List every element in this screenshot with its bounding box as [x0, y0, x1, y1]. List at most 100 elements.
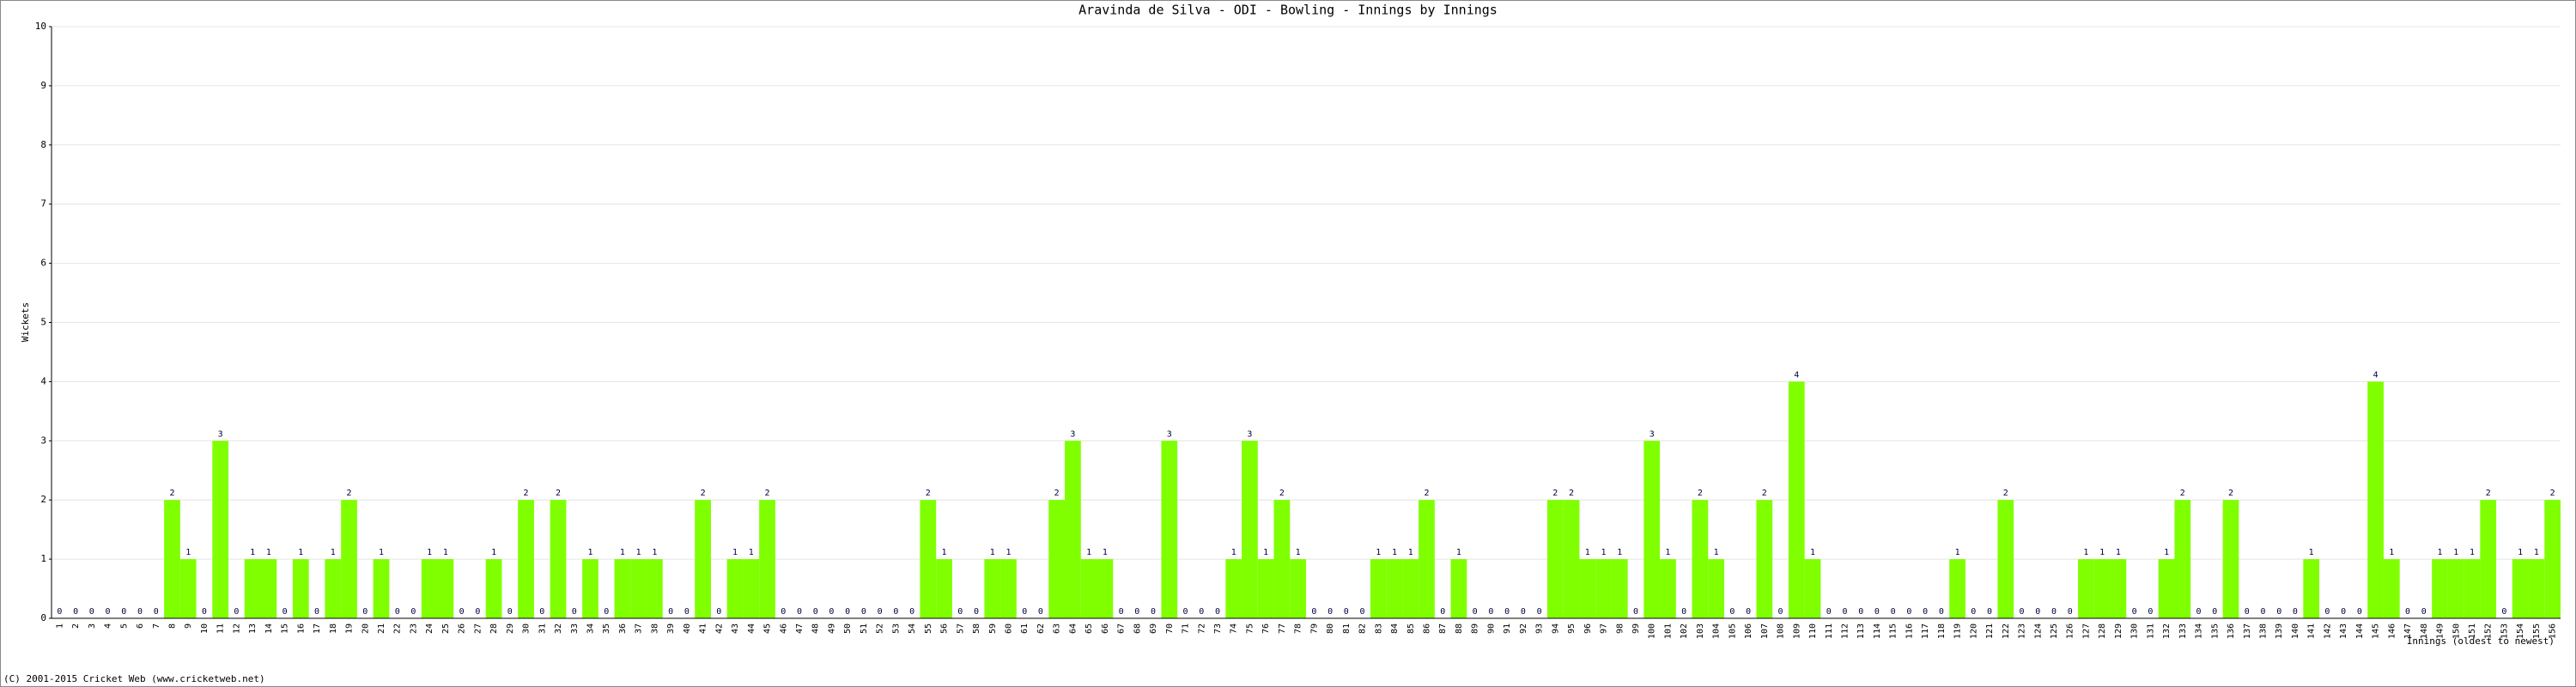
x-tick-label: 126 — [2066, 623, 2075, 639]
bar — [1402, 559, 1419, 618]
value-label: 1 — [1103, 548, 1108, 557]
value-label: 0 — [716, 607, 721, 617]
bar — [1450, 559, 1467, 618]
value-label: 1 — [427, 548, 432, 557]
value-label: 0 — [2260, 607, 2265, 617]
x-tick-label: 106 — [1744, 623, 1753, 639]
value-label: 1 — [491, 548, 496, 557]
value-label: 0 — [539, 607, 544, 617]
value-label: 2 — [1279, 489, 1285, 498]
y-tick-label: 2 — [40, 494, 46, 505]
bar — [630, 559, 647, 618]
bar — [920, 500, 937, 618]
bar — [759, 500, 775, 618]
bar — [647, 559, 663, 618]
bar — [695, 500, 711, 618]
bar — [2110, 559, 2127, 618]
value-label: 0 — [1923, 607, 1928, 617]
bar — [2383, 559, 2400, 618]
y-tick-label: 4 — [40, 375, 46, 386]
value-label: 1 — [1263, 548, 1268, 557]
value-label: 0 — [2501, 607, 2506, 617]
chart-title: Aravinda de Silva - ODI - Bowling - Inni… — [1078, 3, 1498, 18]
value-label: 3 — [1649, 429, 1655, 439]
x-tick-label: 107 — [1760, 623, 1770, 639]
value-label: 0 — [2324, 607, 2330, 617]
value-label: 0 — [1344, 607, 1349, 617]
value-label: 2 — [765, 489, 770, 498]
x-tick-label: 95 — [1567, 623, 1577, 634]
x-tick-label: 148 — [2420, 623, 2429, 639]
value-label: 1 — [1601, 548, 1607, 557]
bar — [2303, 559, 2320, 618]
x-tick-label: 103 — [1696, 623, 1705, 639]
bar — [2158, 559, 2175, 618]
bar — [2512, 559, 2529, 618]
bar — [2544, 500, 2561, 618]
x-tick-label: 90 — [1486, 623, 1496, 634]
value-label: 1 — [443, 548, 448, 557]
bar — [743, 559, 760, 618]
bar — [341, 500, 357, 618]
x-tick-label: 36 — [618, 623, 628, 634]
bar — [1756, 500, 1773, 618]
bar — [212, 441, 229, 618]
x-tick-label: 92 — [1519, 623, 1528, 634]
value-label: 0 — [1183, 607, 1188, 617]
value-label: 1 — [942, 548, 947, 557]
value-label: 1 — [379, 548, 384, 557]
bar — [1949, 559, 1965, 618]
x-tick-label: 41 — [699, 623, 708, 634]
value-label: 0 — [202, 607, 207, 617]
bar — [936, 559, 952, 618]
value-label: 1 — [1665, 548, 1670, 557]
bar — [582, 559, 598, 618]
x-tick-label: 50 — [843, 623, 853, 634]
x-tick-label: 79 — [1309, 623, 1319, 634]
value-label: 0 — [1746, 607, 1751, 617]
x-tick-label: 45 — [763, 623, 773, 634]
x-tick-label: 112 — [1840, 623, 1850, 639]
bar — [2447, 559, 2464, 618]
value-label: 0 — [684, 607, 690, 617]
value-label: 1 — [2083, 548, 2088, 557]
value-label: 0 — [845, 607, 850, 617]
x-tick-label: 33 — [570, 623, 580, 634]
value-label: 2 — [701, 489, 706, 498]
value-label: 2 — [2003, 489, 2008, 498]
value-label: 0 — [861, 607, 866, 617]
x-tick-label: 108 — [1777, 623, 1786, 639]
bar — [1643, 441, 1661, 618]
x-tick-label: 155 — [2532, 623, 2542, 639]
bar — [518, 500, 534, 618]
x-tick-label: 121 — [1985, 623, 1995, 639]
bar — [421, 559, 438, 618]
value-label: 0 — [878, 607, 883, 617]
value-label: 0 — [2245, 607, 2250, 617]
x-tick-label: 135 — [2210, 623, 2220, 639]
value-label: 0 — [106, 607, 111, 617]
value-label: 0 — [1729, 607, 1735, 617]
value-label: 0 — [1778, 607, 1783, 617]
value-label: 1 — [2534, 548, 2539, 557]
value-label: 1 — [2470, 548, 2475, 557]
value-label: 0 — [1134, 607, 1139, 617]
x-tick-label: 57 — [956, 623, 965, 634]
x-tick-label: 94 — [1551, 623, 1560, 634]
bar — [2464, 559, 2481, 618]
value-label: 0 — [459, 607, 465, 617]
bar — [1290, 559, 1306, 618]
x-tick-label: 71 — [1182, 623, 1191, 634]
value-label: 0 — [893, 607, 898, 617]
x-tick-label: 18 — [329, 623, 338, 634]
value-label: 0 — [362, 607, 368, 617]
x-tick-label: 141 — [2307, 623, 2317, 639]
value-label: 0 — [974, 607, 979, 617]
value-label: 0 — [137, 607, 143, 617]
x-tick-label: 113 — [1856, 623, 1866, 639]
x-tick-label: 102 — [1680, 623, 1689, 639]
bar — [1546, 500, 1564, 618]
value-label: 0 — [73, 607, 78, 617]
value-label: 0 — [507, 607, 513, 617]
x-tick-label: 19 — [345, 623, 355, 634]
